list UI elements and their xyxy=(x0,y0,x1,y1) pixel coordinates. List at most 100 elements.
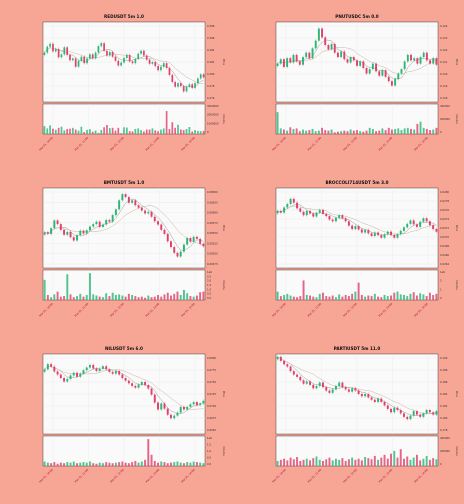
volume-bar xyxy=(428,292,431,300)
time-tick-label: Mar 01, 10:00 xyxy=(271,468,287,484)
volume-bar xyxy=(121,295,124,300)
volume-bar xyxy=(162,128,165,134)
candle-body xyxy=(295,54,298,62)
candle-body xyxy=(327,45,330,50)
volume-bar xyxy=(85,462,88,466)
volume-bar xyxy=(56,291,59,300)
candle-body xyxy=(153,394,156,403)
volume-bar xyxy=(157,462,159,466)
candle-body xyxy=(118,371,121,375)
price-tick-label: 0.190 xyxy=(440,356,448,360)
candle-body xyxy=(359,61,362,66)
volume-bar xyxy=(351,457,354,466)
volume-bar xyxy=(189,296,192,300)
candle-body xyxy=(344,387,347,390)
volume-bar xyxy=(105,462,108,466)
volume-bar xyxy=(367,458,370,466)
candle-body xyxy=(356,60,358,66)
volume-tick-label: 1 xyxy=(440,287,442,291)
volume-bar xyxy=(43,279,46,300)
candle-body xyxy=(131,200,134,203)
candle-body xyxy=(299,376,302,381)
candle-body xyxy=(289,58,292,63)
volume-bar xyxy=(66,128,69,134)
volume-bar xyxy=(302,280,305,300)
volume-bar xyxy=(312,296,315,300)
volume-bar xyxy=(432,294,435,300)
candle-body xyxy=(173,415,176,419)
candle-body xyxy=(377,232,380,236)
volume-bar xyxy=(279,296,282,300)
volume-bar xyxy=(128,131,131,134)
price-axis-label: Price xyxy=(222,391,226,398)
volume-bar xyxy=(189,462,192,466)
candle-body xyxy=(435,229,438,232)
volume-bar xyxy=(79,293,82,300)
volume-bar xyxy=(154,130,157,134)
volume-bar xyxy=(302,459,305,466)
candle-body xyxy=(324,37,327,46)
volume-bar xyxy=(53,294,56,300)
volume-bar xyxy=(422,127,425,134)
candle-body xyxy=(76,235,78,241)
candle-body xyxy=(144,210,147,214)
candle-body xyxy=(160,403,163,410)
volume-bar xyxy=(86,129,88,134)
volume-bar xyxy=(179,294,182,300)
volume-bar xyxy=(327,130,330,134)
volume-bar xyxy=(46,462,49,466)
candle-body xyxy=(153,216,156,222)
volume-bar xyxy=(63,296,66,300)
candle-body xyxy=(308,52,311,59)
volume-bar xyxy=(170,462,172,466)
volume-bar xyxy=(160,296,163,300)
candle-body xyxy=(302,57,304,65)
volume-bar xyxy=(344,294,347,300)
volume-bar xyxy=(163,294,166,300)
candle-body xyxy=(302,380,305,384)
candle-body xyxy=(346,59,349,63)
candle-body xyxy=(336,52,339,58)
ma-slow-line xyxy=(277,205,437,235)
volume-bar xyxy=(386,458,389,466)
volume-bar xyxy=(137,462,140,466)
volume-bar xyxy=(435,127,438,134)
candle-body xyxy=(134,200,137,206)
chart-title: BMTUSDT 5m 1.0 xyxy=(104,180,145,185)
volume-bar xyxy=(377,459,380,466)
volume-bar xyxy=(340,131,343,134)
volume-bar xyxy=(195,462,198,466)
volume-bar xyxy=(305,130,308,134)
candle-body xyxy=(63,229,66,235)
ma-slow-line xyxy=(44,47,204,84)
price-tick-label: 0.0276 xyxy=(440,208,449,212)
candle-body xyxy=(298,61,301,65)
volume-bar xyxy=(166,463,169,466)
candle-body xyxy=(318,382,321,386)
volume-bar xyxy=(289,457,292,466)
volume-bar xyxy=(279,459,282,466)
candle-body xyxy=(315,212,318,217)
volume-bar xyxy=(179,462,182,466)
candle-body xyxy=(154,62,157,67)
candle-body xyxy=(60,54,63,58)
volume-bar xyxy=(322,292,324,300)
candle-body xyxy=(296,374,299,377)
volume-bar xyxy=(373,455,376,466)
volume-bar xyxy=(276,460,279,466)
candle-body xyxy=(406,223,409,228)
candle-body xyxy=(82,370,85,374)
candle-body xyxy=(409,220,412,224)
price-tick-label: 0.6800 xyxy=(207,356,216,360)
candle-body xyxy=(410,54,412,61)
volume-bar xyxy=(296,297,299,300)
candle-body xyxy=(85,230,88,234)
candle-body xyxy=(317,28,320,41)
candle-body xyxy=(377,398,380,402)
candle-body xyxy=(97,46,100,53)
volume-tick-label: 0 xyxy=(440,130,442,134)
volume-bar xyxy=(338,459,341,466)
candle-body xyxy=(383,234,386,238)
ma-fast-line xyxy=(277,204,437,236)
candle-body xyxy=(344,218,347,222)
